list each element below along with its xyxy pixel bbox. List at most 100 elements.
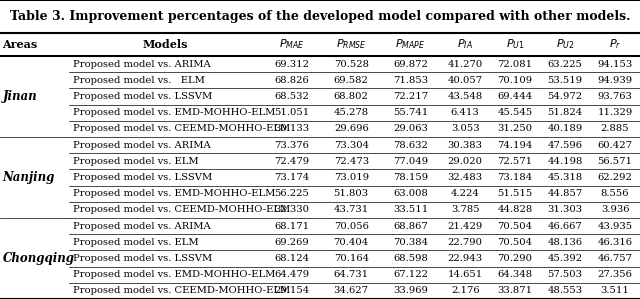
Text: 72.217: 72.217 xyxy=(393,92,428,101)
Text: 14.651: 14.651 xyxy=(447,270,483,279)
Text: $P_{MAE}$: $P_{MAE}$ xyxy=(279,37,305,51)
Text: 33.511: 33.511 xyxy=(393,205,428,214)
Text: 27.356: 27.356 xyxy=(598,270,632,279)
Text: 73.184: 73.184 xyxy=(497,173,532,182)
Text: 51.824: 51.824 xyxy=(547,108,582,117)
Text: 30.383: 30.383 xyxy=(447,141,483,150)
Text: 93.763: 93.763 xyxy=(598,92,632,101)
Text: 62.292: 62.292 xyxy=(598,173,632,182)
Text: 71.853: 71.853 xyxy=(393,76,428,85)
Text: 68.826: 68.826 xyxy=(275,76,309,85)
Text: 46.667: 46.667 xyxy=(548,222,582,231)
Text: 43.935: 43.935 xyxy=(598,222,632,231)
Text: 33.969: 33.969 xyxy=(393,286,428,295)
Text: Proposed model vs. EMD-MOHHO-ELM: Proposed model vs. EMD-MOHHO-ELM xyxy=(72,189,275,198)
Text: 68.124: 68.124 xyxy=(275,254,310,263)
Text: 70.109: 70.109 xyxy=(497,76,532,85)
Text: 41.270: 41.270 xyxy=(447,60,483,68)
Text: 64.348: 64.348 xyxy=(497,270,532,279)
Text: 69.444: 69.444 xyxy=(497,92,532,101)
Text: 78.632: 78.632 xyxy=(393,141,428,150)
Text: 68.802: 68.802 xyxy=(334,92,369,101)
Text: Proposed model vs. ELM: Proposed model vs. ELM xyxy=(72,157,198,166)
Text: Table 3. Improvement percentages of the developed model compared with other mode: Table 3. Improvement percentages of the … xyxy=(10,10,630,23)
Text: 43.548: 43.548 xyxy=(447,92,483,101)
Text: 74.194: 74.194 xyxy=(497,141,533,150)
Text: 94.153: 94.153 xyxy=(597,60,633,68)
Text: $P_{RMSE}$: $P_{RMSE}$ xyxy=(336,37,367,51)
Text: 56.225: 56.225 xyxy=(275,189,309,198)
Text: 54.972: 54.972 xyxy=(547,92,582,101)
Text: Areas: Areas xyxy=(3,39,38,50)
Text: 29.063: 29.063 xyxy=(393,124,428,133)
Text: 22.790: 22.790 xyxy=(447,238,483,247)
Text: 33.871: 33.871 xyxy=(497,286,532,295)
Text: 44.828: 44.828 xyxy=(497,205,532,214)
Text: 64.479: 64.479 xyxy=(275,270,310,279)
Text: 45.318: 45.318 xyxy=(547,173,582,182)
Text: 70.504: 70.504 xyxy=(497,238,532,247)
Text: 70.056: 70.056 xyxy=(334,222,369,231)
Text: 44.857: 44.857 xyxy=(547,189,582,198)
Text: 69.872: 69.872 xyxy=(393,60,428,68)
Text: 3.053: 3.053 xyxy=(451,124,479,133)
Text: 73.376: 73.376 xyxy=(275,141,309,150)
Text: 32.483: 32.483 xyxy=(447,173,483,182)
Text: 11.329: 11.329 xyxy=(597,108,633,117)
Text: 72.081: 72.081 xyxy=(497,60,532,68)
Text: Proposed model vs. EMD-MOHHO-ELM: Proposed model vs. EMD-MOHHO-ELM xyxy=(72,270,275,279)
Text: 31.303: 31.303 xyxy=(547,205,582,214)
Text: 8.556: 8.556 xyxy=(601,189,629,198)
Text: Proposed model vs. CEEMD-MOHHO-ELM: Proposed model vs. CEEMD-MOHHO-ELM xyxy=(72,124,290,133)
Text: 69.269: 69.269 xyxy=(275,238,309,247)
Text: Proposed model vs. ARIMA: Proposed model vs. ARIMA xyxy=(72,141,211,150)
Text: $P_r$: $P_r$ xyxy=(609,37,621,51)
Text: 2.176: 2.176 xyxy=(451,286,479,295)
Text: 45.392: 45.392 xyxy=(547,254,582,263)
Text: Proposed model vs. LSSVM: Proposed model vs. LSSVM xyxy=(72,92,212,101)
Text: 70.528: 70.528 xyxy=(333,60,369,68)
Text: Proposed model vs. ARIMA: Proposed model vs. ARIMA xyxy=(72,222,211,231)
Text: Proposed model vs.   ELM: Proposed model vs. ELM xyxy=(72,76,204,85)
Text: Models: Models xyxy=(143,39,188,50)
Text: 3.785: 3.785 xyxy=(451,205,479,214)
Text: 43.731: 43.731 xyxy=(333,205,369,214)
Text: 31.250: 31.250 xyxy=(497,124,532,133)
Text: 3.936: 3.936 xyxy=(601,205,629,214)
Text: Proposed model vs. ELM: Proposed model vs. ELM xyxy=(72,238,198,247)
Text: Proposed model vs. CEEMD-MOHHO-ELM: Proposed model vs. CEEMD-MOHHO-ELM xyxy=(72,205,290,214)
Text: 3.511: 3.511 xyxy=(600,286,630,295)
Text: 67.122: 67.122 xyxy=(393,270,428,279)
Text: 46.316: 46.316 xyxy=(598,238,632,247)
Text: 72.473: 72.473 xyxy=(333,157,369,166)
Text: 6.413: 6.413 xyxy=(451,108,479,117)
Text: 64.731: 64.731 xyxy=(333,270,369,279)
Text: 70.164: 70.164 xyxy=(333,254,369,263)
Text: 78.159: 78.159 xyxy=(393,173,428,182)
Text: 55.741: 55.741 xyxy=(393,108,428,117)
Text: 51.803: 51.803 xyxy=(333,189,369,198)
Text: $P_{IA}$: $P_{IA}$ xyxy=(458,37,473,51)
Text: 45.278: 45.278 xyxy=(333,108,369,117)
Text: 34.627: 34.627 xyxy=(333,286,369,295)
Text: 48.136: 48.136 xyxy=(547,238,582,247)
Text: 2.885: 2.885 xyxy=(601,124,629,133)
Text: 45.545: 45.545 xyxy=(497,108,532,117)
Text: 4.224: 4.224 xyxy=(451,189,479,198)
Text: 56.571: 56.571 xyxy=(598,157,632,166)
Text: Nanjing: Nanjing xyxy=(3,171,55,184)
Text: Proposed model vs. EMD-MOHHO-ELM: Proposed model vs. EMD-MOHHO-ELM xyxy=(72,108,275,117)
Text: 73.304: 73.304 xyxy=(333,141,369,150)
Text: 73.174: 73.174 xyxy=(275,173,310,182)
Text: 69.582: 69.582 xyxy=(334,76,369,85)
Text: 46.757: 46.757 xyxy=(598,254,632,263)
Text: 72.571: 72.571 xyxy=(497,157,532,166)
Text: 63.225: 63.225 xyxy=(548,60,582,68)
Text: 70.290: 70.290 xyxy=(498,254,532,263)
Text: 70.384: 70.384 xyxy=(393,238,428,247)
Text: $P_{U2}$: $P_{U2}$ xyxy=(556,37,574,51)
Text: 29.020: 29.020 xyxy=(447,157,483,166)
Text: 51.515: 51.515 xyxy=(497,189,532,198)
Text: 44.198: 44.198 xyxy=(547,157,583,166)
Text: 53.519: 53.519 xyxy=(547,76,582,85)
